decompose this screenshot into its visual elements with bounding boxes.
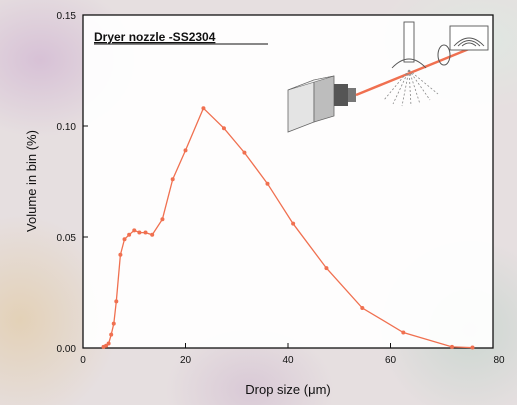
data-point — [170, 177, 175, 182]
data-point — [118, 252, 123, 257]
data-point — [132, 228, 137, 233]
x-ticks: 0 20 40 60 80 — [80, 343, 505, 366]
x-axis-title: Drop size (μm) — [245, 382, 331, 397]
data-point — [401, 330, 406, 335]
chart-title: Dryer nozzle -SS2304 — [94, 30, 216, 44]
data-point — [122, 237, 127, 242]
data-point — [221, 126, 226, 131]
data-point — [143, 230, 148, 235]
x-tick-label: 60 — [385, 355, 397, 366]
y-tick-label: 0.00 — [57, 344, 77, 355]
data-point — [137, 230, 142, 235]
plot-area — [82, 14, 494, 349]
spray-nozzle-illustration — [287, 21, 489, 133]
data-point — [109, 332, 114, 337]
y-tick-label: 0.15 — [57, 11, 77, 22]
data-point — [183, 148, 188, 153]
data-point — [470, 345, 475, 350]
data-point — [242, 150, 247, 155]
data-point — [111, 321, 116, 326]
y-axis-title: Volume in bin (%) — [24, 130, 39, 232]
data-point — [265, 181, 270, 186]
data-point — [201, 106, 206, 111]
data-point — [291, 221, 296, 226]
x-tick-label: 0 — [80, 355, 86, 366]
data-point — [360, 306, 365, 311]
x-tick-label: 80 — [493, 355, 505, 366]
data-point — [324, 266, 329, 271]
series-line — [103, 107, 473, 349]
data-point — [114, 299, 119, 304]
data-point — [106, 341, 111, 346]
y-tick-label: 0.05 — [57, 233, 77, 244]
data-point — [450, 344, 454, 349]
x-tick-label: 40 — [282, 355, 294, 366]
y-tick-label: 0.10 — [57, 122, 77, 133]
series-points — [101, 106, 475, 350]
x-tick-label: 20 — [180, 355, 192, 366]
data-point — [160, 217, 165, 222]
data-point — [150, 232, 155, 237]
data-point — [127, 232, 132, 237]
y-ticks: 0.00 0.05 0.10 0.15 — [57, 11, 88, 355]
